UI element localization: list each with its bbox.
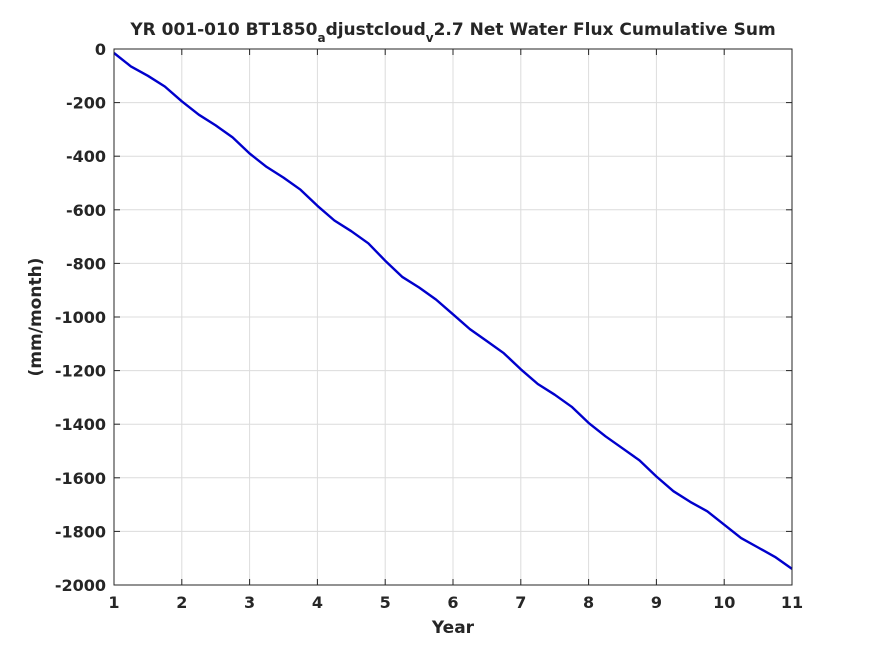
y-tick-label: 0 [95, 40, 106, 59]
y-tick-label: -1400 [55, 415, 106, 434]
title-subscript-2: v [426, 31, 434, 45]
x-tick-label: 2 [176, 593, 187, 612]
tick-marks [113, 48, 793, 586]
series-layer [113, 52, 793, 570]
x-tick-label: 8 [583, 593, 594, 612]
y-tick-label: -1000 [55, 308, 106, 327]
x-axis-label: Year [431, 618, 475, 638]
grid-lines [114, 49, 792, 585]
y-tick-labels: 0 -200 -400 -600 -800 -1000 -1200 -1400 -1600 -18… [55, 40, 106, 595]
title-subscript-1: a [317, 31, 325, 45]
y-tick-label: -2000 [55, 576, 106, 595]
x-tick-label: 3 [244, 593, 255, 612]
series-line [113, 52, 793, 570]
x-tick-label: 7 [515, 593, 526, 612]
x-tick-label: 5 [380, 593, 391, 612]
y-tick-label: -600 [66, 201, 106, 220]
chart-title: YR 001-010 BT1850adjustcloudv2.7 Net Wat… [129, 20, 775, 45]
y-tick-label: -1600 [55, 469, 106, 488]
x-tick-label: 4 [312, 593, 323, 612]
title-part-3: 2.7 Net Water Flux Cumulative Sum [434, 20, 776, 40]
y-tick-label: -800 [66, 254, 106, 273]
y-tick-label: -200 [66, 94, 106, 113]
title-part-1: YR 001-010 BT1850 [129, 20, 317, 40]
x-tick-labels: 1 2 3 4 5 6 7 8 9 10 11 [108, 593, 803, 612]
title-part-2: djustcloud [326, 20, 426, 40]
x-tick-label: 10 [713, 593, 735, 612]
x-tick-label: 6 [447, 593, 458, 612]
x-tick-label: 9 [651, 593, 662, 612]
y-tick-label: -1200 [55, 362, 106, 381]
y-axis-label: (mm/month) [26, 258, 46, 377]
x-tick-label: 11 [781, 593, 803, 612]
y-tick-label: -400 [66, 147, 106, 166]
y-tick-label: -1800 [55, 522, 106, 541]
x-tick-label: 1 [108, 593, 119, 612]
